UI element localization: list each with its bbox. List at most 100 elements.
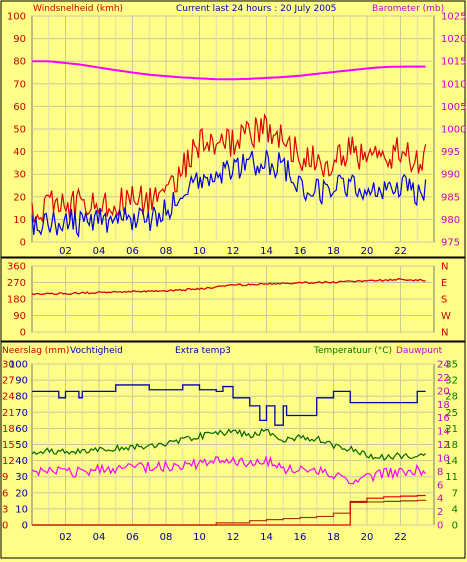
hour-tick-label: 20: [361, 246, 374, 257]
dewpoint-tick-label: 18: [437, 400, 450, 411]
temperature-tick-label: 21: [445, 424, 458, 435]
temperature-tick-label: 7: [452, 488, 458, 499]
hour-tick-label: 04: [93, 532, 106, 543]
hour-tick-label: 10: [193, 532, 206, 543]
dewpoint-tick-label: 14: [437, 427, 450, 438]
hour-tick-label: 08: [160, 532, 173, 543]
barometer-tick-label: 975: [441, 238, 460, 249]
dewpoint-tick-label: 24: [437, 360, 450, 371]
hour-tick-label: 10: [193, 246, 206, 257]
temperature-tick-label: 32: [445, 376, 458, 387]
series-line: [31, 112, 427, 224]
wind-tick-label: 40: [13, 147, 26, 158]
hour-tick-label: 14: [260, 246, 273, 257]
barometer-tick-label: 1005: [441, 102, 466, 113]
hour-tick-label: 06: [126, 246, 139, 257]
rain-tick-label: 21: [2, 408, 15, 419]
hour-tick-label: 12: [227, 246, 240, 257]
series-line: [32, 384, 426, 426]
rain-tick-label: 3: [2, 504, 8, 515]
rain-axis-label: Neerslag (mm): [2, 346, 69, 356]
temperature-tick-label: 28: [445, 392, 458, 403]
humidity-axis-label: Vochtigheid: [70, 346, 123, 356]
wind-tick-label: 10: [13, 215, 26, 226]
hour-tick-label: 02: [59, 246, 72, 257]
humidity-tick-label: 20: [15, 488, 28, 499]
wind-tick-label: 30: [13, 170, 26, 181]
temperature-tick-label: 35: [445, 360, 458, 371]
series-line: [31, 428, 426, 461]
hour-tick-label: 16: [294, 532, 307, 543]
hour-tick-label: 06: [126, 532, 139, 543]
rain-tick-label: 30: [2, 360, 15, 371]
compass-tick-label: S: [441, 295, 447, 306]
rain-tick-label: 18: [2, 424, 15, 435]
direction-tick-label: 90: [13, 311, 26, 322]
rain-tick-label: 6: [2, 488, 8, 499]
humidity-tick-label: 100: [9, 360, 28, 371]
rain-tick-label: 15: [2, 440, 15, 451]
compass-tick-label: E: [441, 278, 447, 289]
direction-tick-label: 0: [20, 328, 26, 339]
barometer-tick-label: 1015: [441, 57, 466, 68]
barometer-tick-label: 1010: [441, 79, 466, 90]
rain-tick-label: 0: [2, 521, 8, 532]
hour-tick-label: 18: [327, 246, 340, 257]
humidity-tick-label: 90: [15, 376, 28, 387]
wind-tick-label: 60: [13, 102, 26, 113]
rain-tick-label: 12: [2, 456, 15, 467]
wind-tick-label: 0: [20, 238, 26, 249]
dewpoint-tick-label: 8: [437, 467, 443, 478]
extra-temp-label: Extra temp3: [175, 346, 231, 356]
wind-tick-label: 90: [13, 34, 26, 45]
dewpoint-tick-label: 0: [437, 521, 443, 532]
dewpoint-tick-label: 22: [437, 373, 450, 384]
hour-tick-label: 04: [93, 246, 106, 257]
humidity-tick-label: 60: [15, 424, 28, 435]
humidity-tick-label: 10: [15, 504, 28, 515]
dewpoint-tick-label: 6: [437, 480, 443, 491]
barometer-tick-label: 1000: [441, 125, 466, 136]
series-line: [31, 278, 426, 296]
wind-axis-label: Windsnelheid (kmh): [33, 4, 123, 14]
humidity-tick-label: 30: [15, 472, 28, 483]
dewpoint-tick-label: 20: [437, 386, 450, 397]
barometer-tick-label: 995: [441, 147, 460, 158]
hour-tick-label: 20: [361, 532, 374, 543]
hour-tick-label: 12: [227, 532, 240, 543]
series-line: [32, 60, 426, 81]
temperature-tick-label: 25: [445, 408, 458, 419]
wind-tick-label: 20: [13, 192, 26, 203]
temperature-tick-label: 14: [445, 456, 458, 467]
wind-tick-label: 70: [13, 79, 26, 90]
barometer-tick-label: 1025: [441, 12, 466, 23]
dewpoint-tick-label: 12: [437, 440, 450, 451]
chart-title: Current last 24 hours : 20 July 2005: [176, 4, 336, 14]
barometer-tick-label: 1020: [441, 34, 466, 45]
temperature-tick-label: 11: [445, 472, 458, 483]
hour-tick-label: 02: [59, 532, 72, 543]
series-line: [32, 494, 426, 526]
rain-tick-label: 27: [2, 376, 15, 387]
direction-tick-label: 270: [7, 278, 26, 289]
hour-tick-label: 18: [327, 532, 340, 543]
hour-tick-label: 16: [294, 246, 307, 257]
rain-tick-label: 24: [2, 392, 15, 403]
humidity-tick-label: 50: [15, 440, 28, 451]
dewpoint-tick-label: 2: [437, 507, 443, 518]
wind-tick-label: 50: [13, 125, 26, 136]
barometer-tick-label: 980: [441, 215, 460, 226]
dewpoint-tick-label: 16: [437, 413, 450, 424]
series-line: [31, 455, 427, 485]
wind-tick-label: 80: [13, 57, 26, 68]
compass-tick-label: N: [441, 262, 448, 273]
dewpoint-tick-label: 4: [437, 494, 443, 505]
humidity-tick-label: 80: [15, 392, 28, 403]
barometer-tick-label: 985: [441, 192, 460, 203]
barometer-axis-label: Barometer (mb): [372, 4, 444, 14]
dewpoint-tick-label: 10: [437, 453, 450, 464]
dewpoint-axis-label: Dauwpunt: [396, 346, 443, 356]
rain-tick-label: 9: [2, 472, 8, 483]
temperature-axis-label: Temperatuur (°C): [313, 346, 392, 356]
